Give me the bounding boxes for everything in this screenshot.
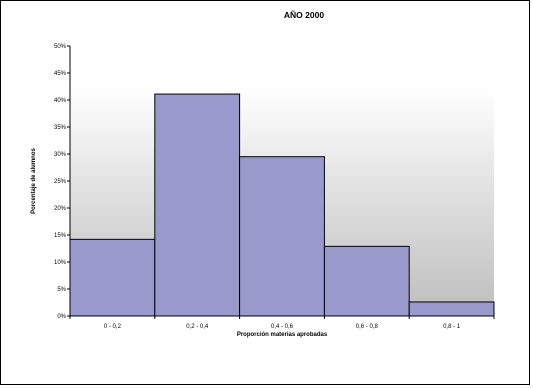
x-axis-title: Proporción materias aprobadas <box>237 332 328 338</box>
y-tick-label: 40% <box>54 98 67 104</box>
x-tick-label: 0,6 - 0,8 <box>356 324 379 330</box>
bar-4 <box>323 245 410 317</box>
x-tick-label: 0,2 - 0,4 <box>186 324 209 330</box>
y-tick-label: 25% <box>54 179 67 185</box>
bar-5 <box>408 301 495 317</box>
y-tick-label: 50% <box>54 44 67 50</box>
y-tick-label: 15% <box>54 233 67 239</box>
x-tick-label: 0 - 0,2 <box>104 324 122 330</box>
x-tick-label: 0,8 - 1 <box>443 324 461 330</box>
y-tick-label: 45% <box>54 71 67 77</box>
chart-title: AÑO 2000 <box>284 10 324 20</box>
x-tick-label: 0,4 - 0,6 <box>271 324 294 330</box>
bar-3 <box>239 156 325 317</box>
y-tick-label: 20% <box>54 206 67 212</box>
y-tick-label: 10% <box>54 260 67 266</box>
y-axis-title: Porcentaje de alumnos <box>31 147 37 213</box>
y-tick-label: 35% <box>54 125 67 131</box>
y-tick-label: 0% <box>57 314 66 320</box>
y-tick-label: 30% <box>54 152 67 158</box>
bar-1 <box>69 238 156 317</box>
y-tick-label: 5% <box>57 287 66 293</box>
bar-2 <box>154 93 241 317</box>
